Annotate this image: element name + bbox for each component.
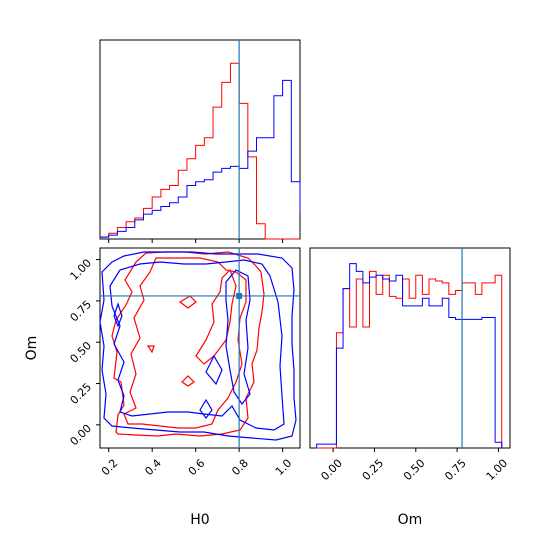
- om-tick-label: 0.25: [68, 380, 95, 407]
- om-tick-label: 0.00: [68, 422, 95, 449]
- h0-tick-label: 0.2: [99, 457, 121, 479]
- hist-h0-red-series: [99, 62, 300, 240]
- blue-contour-core-b: [113, 302, 123, 328]
- truth-lines-group: [100, 40, 463, 448]
- blue-contour-core-d: [205, 354, 223, 386]
- om-axis-label: Om: [24, 336, 40, 361]
- hist-h0-blue-series: [99, 79, 301, 239]
- h0-tick-label: 0.8: [229, 457, 251, 479]
- hist-h0-group: [99, 62, 301, 240]
- hist-om-group: [316, 263, 503, 449]
- blue-contour-core-a: [225, 269, 251, 406]
- om-hist-tick-label: 0.00: [318, 457, 345, 484]
- h0-tick-label: 0.4: [142, 457, 164, 479]
- h0-axis-label: H0: [190, 512, 209, 528]
- h0-tick-label: 0.6: [186, 457, 208, 479]
- red-contour-core-a: [195, 268, 237, 365]
- om-tick-label: 1.00: [68, 256, 95, 283]
- joint-panel: [99, 247, 301, 449]
- axes-group: 0.2 0.4 0.6 0.8 1.0 0.00 0.25 0.50 0.75 1.00 0.00 0…: [24, 239, 510, 528]
- joint-contours-group: [99, 251, 297, 441]
- red-contour-core-d: [178, 295, 197, 309]
- om-tick-label: 0.50: [68, 339, 95, 366]
- hist-om-red-series: [316, 270, 503, 449]
- hist-h0-panel: [99, 39, 301, 240]
- blue-contour-core-c: [199, 398, 213, 419]
- red-contour-core-b: [146, 345, 155, 354]
- hist-om-blue-series: [316, 263, 503, 448]
- om-hist-tick-label: 0.50: [401, 457, 428, 484]
- om-hist-axis-label: Om: [398, 512, 423, 528]
- om-hist-tick-label: 0.25: [360, 457, 387, 484]
- h0-tick-label: 1.0: [273, 457, 295, 479]
- red-contour-inner: [123, 257, 247, 429]
- truth-marker: [236, 292, 243, 299]
- om-hist-tick-label: 0.75: [442, 457, 469, 484]
- om-hist-tick-label: 1.00: [484, 457, 511, 484]
- hist-om-panel: [309, 247, 511, 449]
- blue-contour-inner: [109, 259, 285, 431]
- blue-contour-outer: [99, 251, 297, 441]
- red-contour-core-c: [181, 375, 195, 387]
- om-tick-label: 0.75: [68, 298, 95, 325]
